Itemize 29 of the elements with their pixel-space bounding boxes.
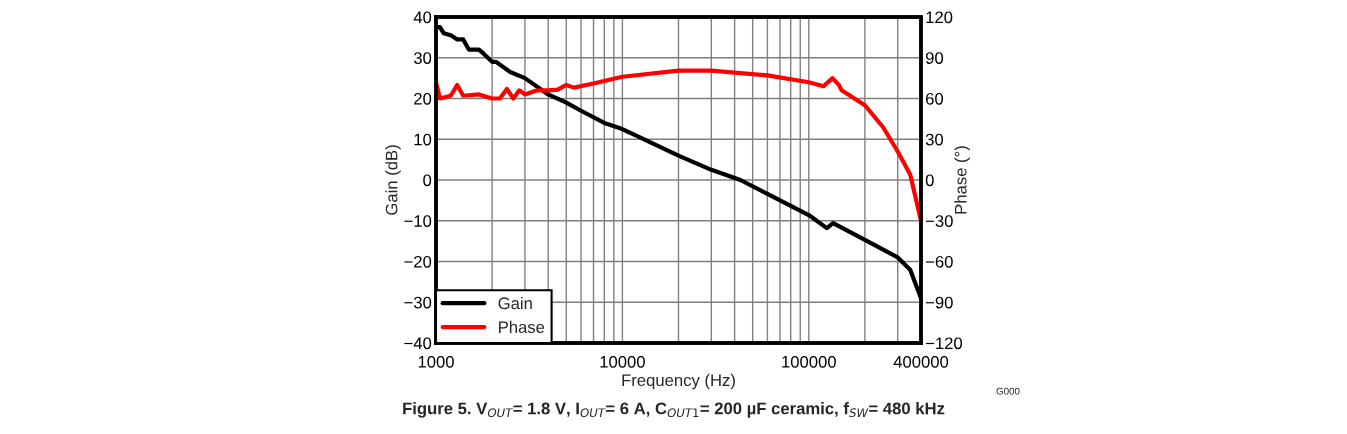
- y-tick-label: 20: [414, 92, 432, 105]
- legend-label: Phase: [499, 320, 545, 334]
- y2-tick-label: −90: [925, 296, 953, 309]
- y-tick-label: −40: [404, 337, 432, 350]
- y-tick-label: −20: [404, 255, 432, 268]
- y-tick-label: −10: [404, 215, 432, 227]
- y2-tick-label: −30: [925, 215, 953, 227]
- x-tick-label: 1000: [418, 355, 454, 368]
- y2-axis-title: Phase (°): [954, 146, 970, 214]
- y2-tick-label: −120: [925, 337, 963, 350]
- y-axis-title: Gain (dB): [385, 145, 401, 215]
- x-tick-label: 100000: [782, 355, 836, 368]
- x-tick-label: 400000: [893, 355, 949, 368]
- y-tick-label: 40: [413, 11, 432, 24]
- legend-label: Gain: [498, 296, 532, 310]
- y-tick-label: 10: [414, 133, 432, 146]
- y-tick-label: −30: [404, 296, 432, 309]
- y2-tick-label: 120: [926, 11, 953, 24]
- y2-tick-label: 0: [925, 174, 934, 187]
- y2-tick-label: 90: [925, 52, 944, 64]
- y2-tick-label: −60: [925, 255, 953, 268]
- y2-tick-label: 30: [925, 133, 944, 146]
- chart-title: Figure 5. V$_{OUT}$= 1.8 V, I$_{OUT}$= 6 A, C$_{OUT1}$= 200 µF ceramic, f$_{SW}$= 480 kHz: [403, 402, 945, 418]
- y2-tick-label: 60: [926, 92, 944, 105]
- y-tick-label: 0: [423, 174, 432, 187]
- x-axis-title: Frequency (Hz): [622, 373, 735, 390]
- y-tick-label: 30: [413, 52, 432, 64]
- x-tick-label: 10000: [600, 355, 645, 368]
- text: G000: [996, 387, 1020, 395]
